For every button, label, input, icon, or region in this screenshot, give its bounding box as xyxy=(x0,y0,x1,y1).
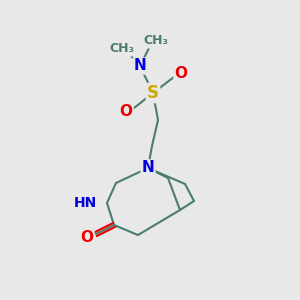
Text: O: O xyxy=(175,67,188,82)
Text: S: S xyxy=(147,84,159,102)
Text: N: N xyxy=(134,58,146,74)
Text: HN: HN xyxy=(74,196,97,210)
Text: CH₃: CH₃ xyxy=(110,43,134,56)
Text: N: N xyxy=(142,160,154,175)
Text: CH₃: CH₃ xyxy=(143,34,169,47)
Text: O: O xyxy=(119,103,133,118)
Text: O: O xyxy=(80,230,94,244)
